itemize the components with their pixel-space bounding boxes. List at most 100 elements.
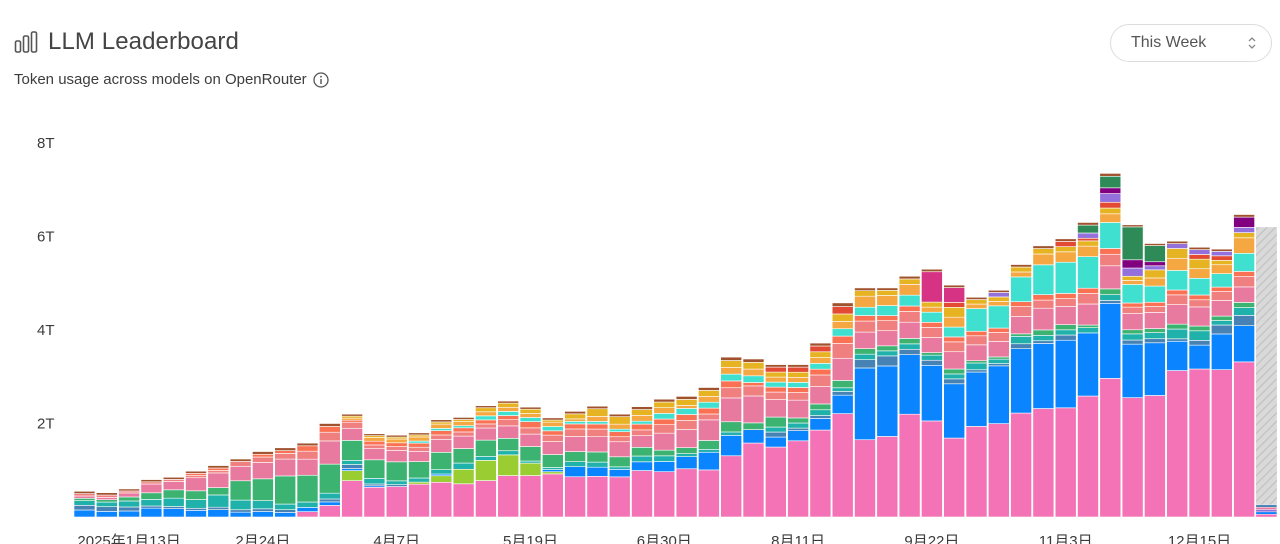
bar-segment[interactable] [341, 480, 363, 518]
bar-segment[interactable] [876, 350, 899, 357]
bar-segment[interactable] [1211, 333, 1233, 370]
bar-segment[interactable] [809, 342, 832, 347]
bar-segment[interactable] [742, 362, 765, 370]
bar-segment[interactable] [318, 501, 341, 506]
bar-segment[interactable] [1032, 294, 1055, 301]
bar-segment[interactable] [965, 299, 988, 305]
bar-stack[interactable] [73, 490, 96, 518]
bar-segment[interactable] [720, 435, 743, 457]
bar-segment[interactable] [207, 509, 230, 518]
bar-segment[interactable] [341, 421, 363, 429]
bar-segment[interactable] [965, 362, 988, 371]
bar-segment[interactable] [965, 330, 988, 337]
bar-segment[interactable] [541, 471, 564, 475]
bar-segment[interactable] [341, 470, 363, 482]
bar-segment[interactable] [318, 431, 341, 442]
bar-segment[interactable] [497, 454, 520, 476]
bar-segment[interactable] [1054, 329, 1077, 336]
bar-segment[interactable] [1233, 286, 1255, 303]
bar-segment[interactable] [1255, 506, 1278, 510]
bar-segment[interactable] [943, 368, 966, 375]
bar-segment[interactable] [653, 418, 676, 425]
bar-segment[interactable] [519, 413, 542, 418]
bar-segment[interactable] [943, 378, 966, 385]
bar-segment[interactable] [229, 461, 252, 467]
bar-segment[interactable] [185, 490, 207, 500]
bar-segment[interactable] [385, 486, 408, 518]
bar-segment[interactable] [475, 419, 497, 425]
bar-segment[interactable] [363, 440, 386, 446]
bar-segment[interactable] [965, 303, 988, 309]
bar-segment[interactable] [831, 394, 854, 414]
bar-segment[interactable] [1099, 193, 1122, 203]
bar-segment[interactable] [341, 460, 363, 465]
bar-segment[interactable] [408, 440, 430, 444]
bar-segment[interactable] [943, 307, 966, 318]
bar-segment[interactable] [408, 477, 430, 483]
bar-segment[interactable] [608, 436, 631, 443]
bar-segment[interactable] [1099, 288, 1122, 295]
bar-segment[interactable] [1121, 397, 1144, 518]
bar-segment[interactable] [965, 308, 988, 332]
bar-stack[interactable] [1054, 238, 1077, 518]
bar-segment[interactable] [720, 387, 743, 399]
bar-segment[interactable] [809, 403, 832, 411]
bar-segment[interactable] [854, 290, 876, 297]
bar-stack[interactable] [519, 406, 542, 518]
bar-stack[interactable] [430, 419, 453, 518]
bar-segment[interactable] [698, 396, 720, 403]
bar-segment[interactable] [229, 458, 252, 462]
bar-segment[interactable] [586, 428, 609, 437]
bar-segment[interactable] [1099, 175, 1122, 189]
bar-segment[interactable] [452, 425, 475, 429]
bar-segment[interactable] [1166, 340, 1188, 371]
bar-stack[interactable] [296, 442, 319, 518]
bar-stack[interactable] [1211, 248, 1233, 518]
bar-segment[interactable] [698, 469, 720, 518]
bar-segment[interactable] [1188, 258, 1211, 270]
bar-segment[interactable] [720, 367, 743, 375]
bar-segment[interactable] [854, 348, 876, 355]
bar-segment[interactable] [921, 327, 943, 338]
bar-segment[interactable] [1211, 320, 1233, 326]
bar-stack[interactable] [742, 358, 765, 518]
bar-segment[interactable] [207, 494, 230, 508]
bar-segment[interactable] [1144, 261, 1166, 267]
bar-segment[interactable] [1144, 243, 1166, 246]
bar-segment[interactable] [831, 391, 854, 396]
bar-stack[interactable] [764, 364, 787, 518]
bar-segment[interactable] [1099, 248, 1122, 255]
bar-segment[interactable] [541, 441, 564, 455]
bar-stack[interactable] [1255, 227, 1278, 518]
bar-segment[interactable] [1144, 245, 1166, 263]
bar-stack[interactable] [809, 342, 832, 518]
bar-segment[interactable] [430, 438, 453, 453]
bar-segment[interactable] [341, 427, 363, 441]
bar-segment[interactable] [341, 419, 363, 423]
bar-segment[interactable] [876, 436, 899, 518]
bar-segment[interactable] [96, 501, 118, 508]
bar-stack[interactable] [1233, 214, 1255, 518]
bar-segment[interactable] [207, 487, 230, 496]
bar-segment[interactable] [653, 424, 676, 434]
bar-stack[interactable] [631, 406, 653, 518]
bar-segment[interactable] [1233, 271, 1255, 277]
bar-segment[interactable] [943, 326, 966, 338]
bar-segment[interactable] [564, 436, 586, 452]
bar-segment[interactable] [1166, 304, 1188, 325]
bar-segment[interactable] [1211, 259, 1233, 266]
bar-segment[interactable] [854, 367, 876, 441]
bar-segment[interactable] [876, 315, 899, 321]
bar-segment[interactable] [1099, 265, 1122, 290]
bar-segment[interactable] [519, 462, 542, 476]
bar-segment[interactable] [586, 421, 609, 425]
bar-segment[interactable] [541, 426, 564, 432]
bar-segment[interactable] [140, 479, 163, 483]
bar-segment[interactable] [452, 435, 475, 449]
bar-segment[interactable] [653, 413, 676, 420]
bar-segment[interactable] [653, 461, 676, 472]
bar-stack[interactable] [497, 400, 520, 518]
bar-segment[interactable] [363, 433, 386, 436]
bar-segment[interactable] [876, 305, 899, 316]
bar-segment[interactable] [274, 453, 297, 460]
